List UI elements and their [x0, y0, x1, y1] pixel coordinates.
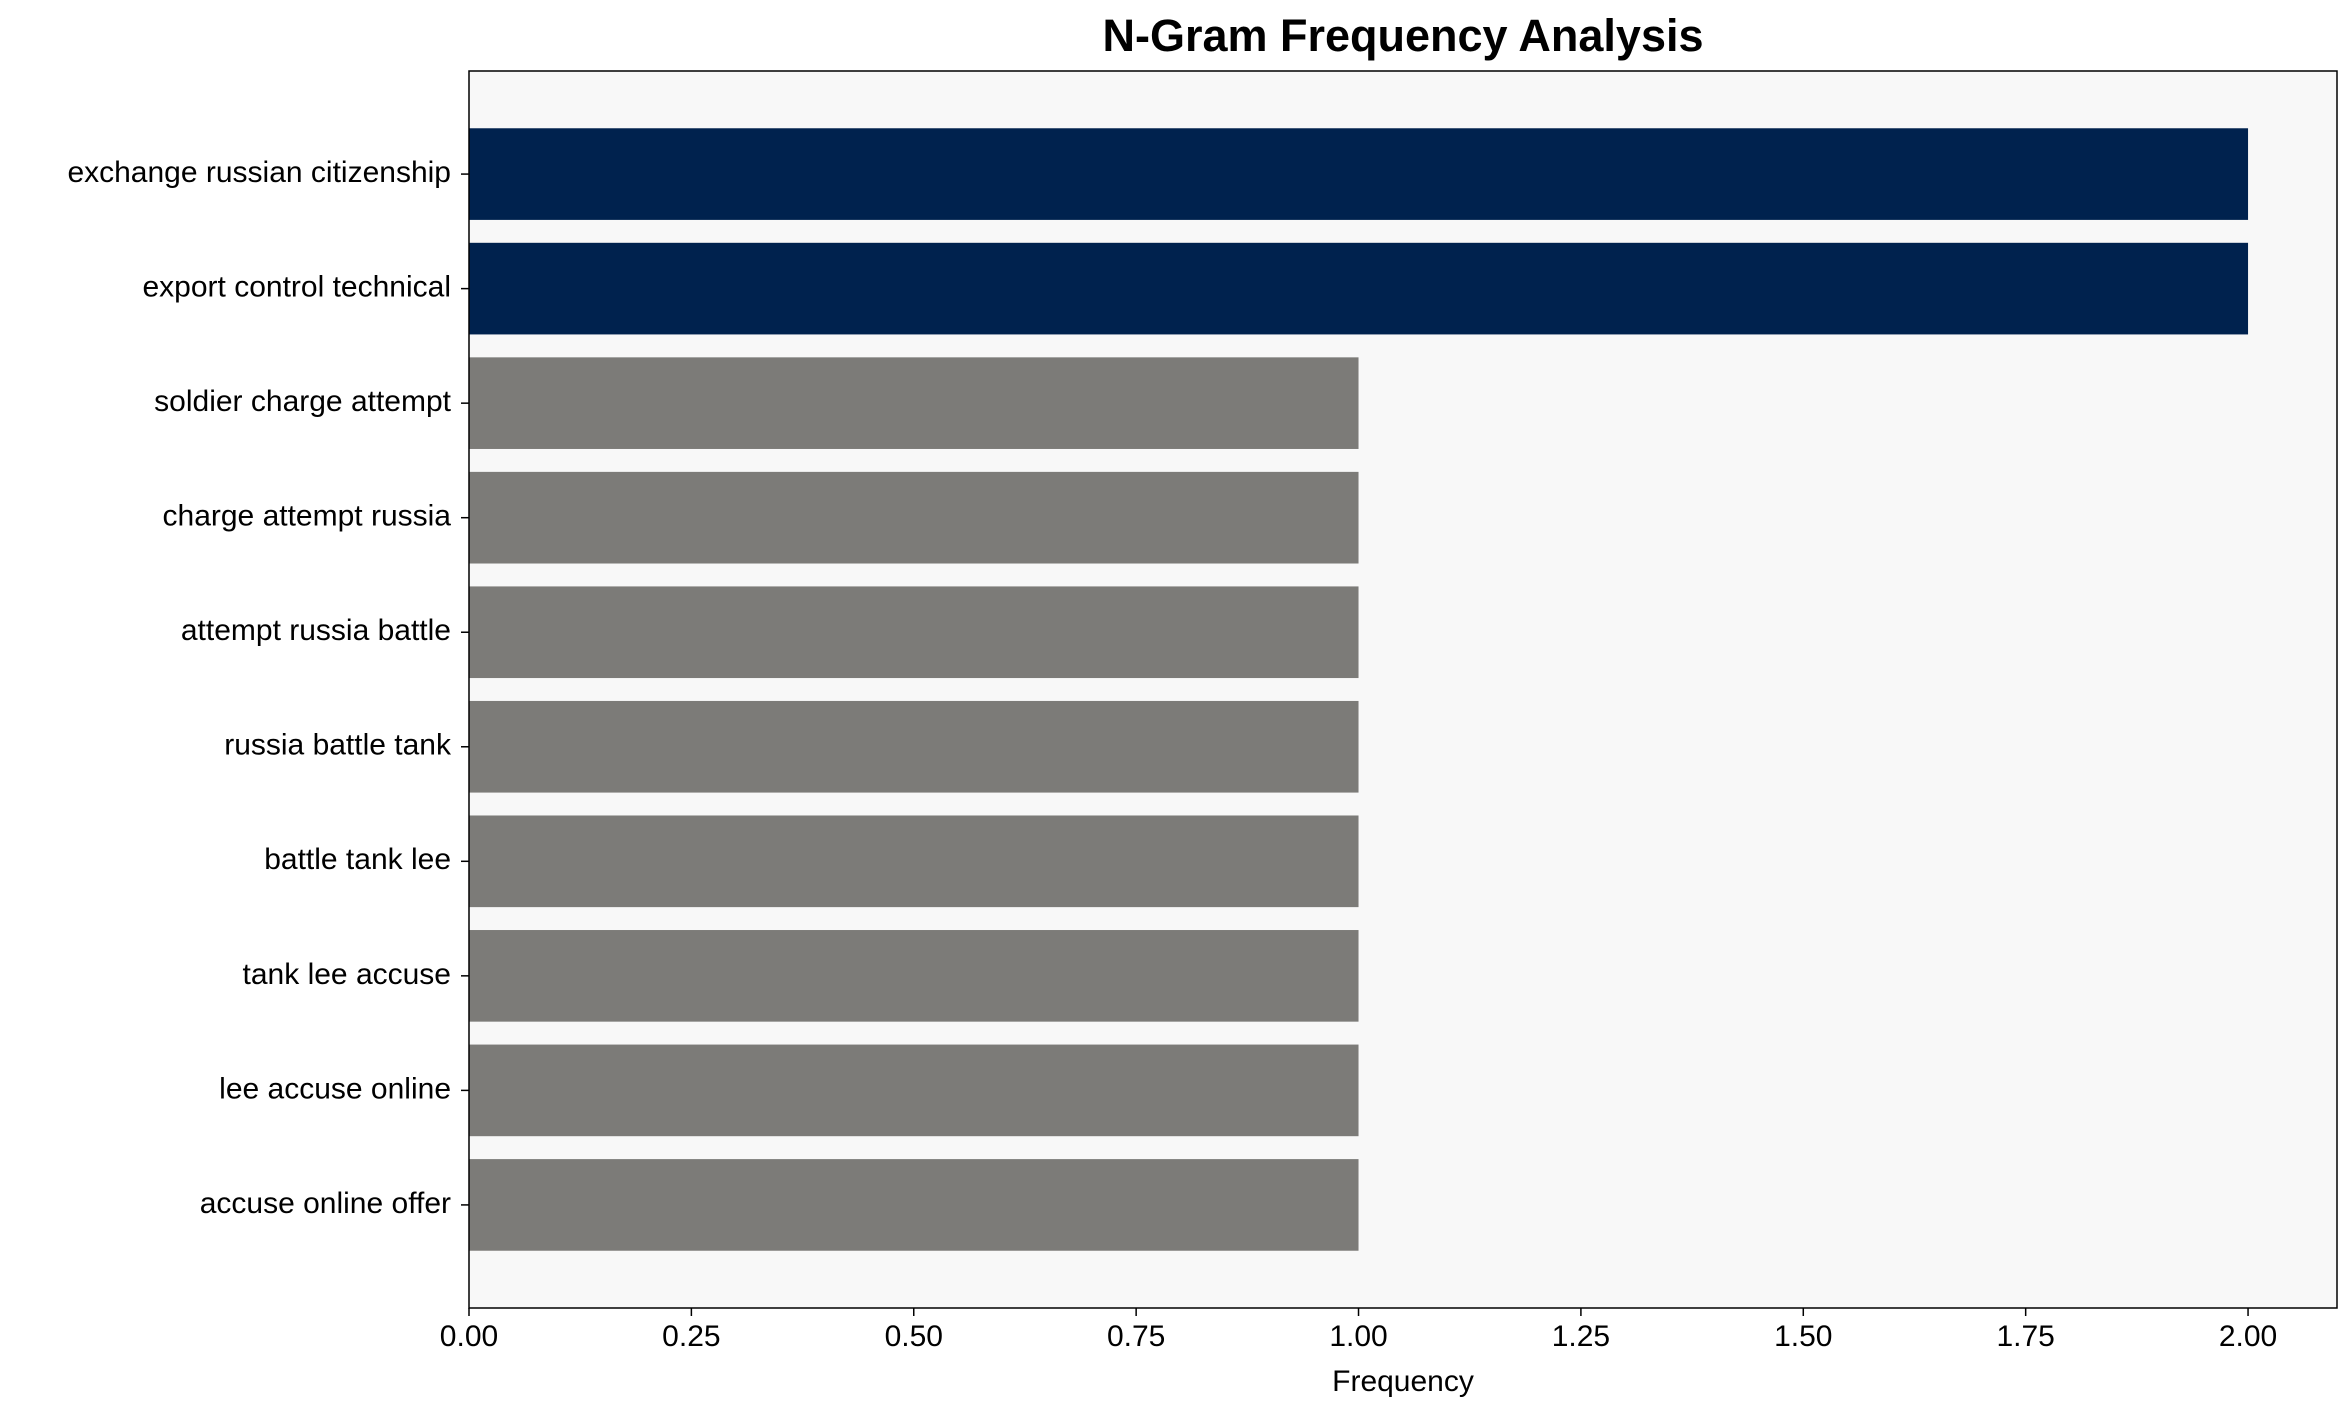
x-tick-label: 1.50: [1774, 1320, 1832, 1353]
bar: [469, 930, 1359, 1022]
x-tick-label: 2.00: [2219, 1320, 2277, 1353]
y-tick-label: accuse online offer: [200, 1187, 451, 1220]
y-tick-label: attempt russia battle: [181, 614, 451, 647]
y-tick-label: battle tank lee: [264, 843, 451, 876]
y-tick-label: russia battle tank: [224, 729, 452, 762]
bar: [469, 128, 2249, 220]
x-tick-label: 0.25: [662, 1320, 720, 1353]
y-tick-label: lee accuse online: [219, 1072, 451, 1105]
bar: [469, 700, 1359, 793]
x-axis-label: Frequency: [1332, 1365, 1474, 1398]
bar: [469, 586, 1359, 679]
x-tick-label: 1.00: [1329, 1320, 1387, 1353]
x-tick-label: 1.25: [1552, 1320, 1610, 1353]
y-tick-label: tank lee accuse: [243, 958, 451, 991]
x-tick-label: 0.00: [440, 1320, 498, 1353]
x-tick-label: 0.50: [885, 1320, 943, 1353]
chart-title: N-Gram Frequency Analysis: [1102, 10, 1703, 61]
bar: [469, 242, 2249, 335]
bar: [469, 815, 1359, 908]
y-tick-label: exchange russian citizenship: [67, 156, 451, 189]
x-tick-label: 1.75: [1996, 1320, 2054, 1353]
bar: [469, 471, 1359, 564]
y-tick-label: export control technical: [143, 271, 452, 304]
y-tick-label: charge attempt russia: [163, 500, 452, 533]
bar: [469, 1159, 1359, 1251]
y-tick-label: soldier charge attempt: [154, 385, 451, 418]
x-tick-label: 0.75: [1107, 1320, 1165, 1353]
bar: [469, 357, 1359, 449]
bar: [469, 1044, 1359, 1137]
plot-frame: [468, 70, 2338, 1309]
